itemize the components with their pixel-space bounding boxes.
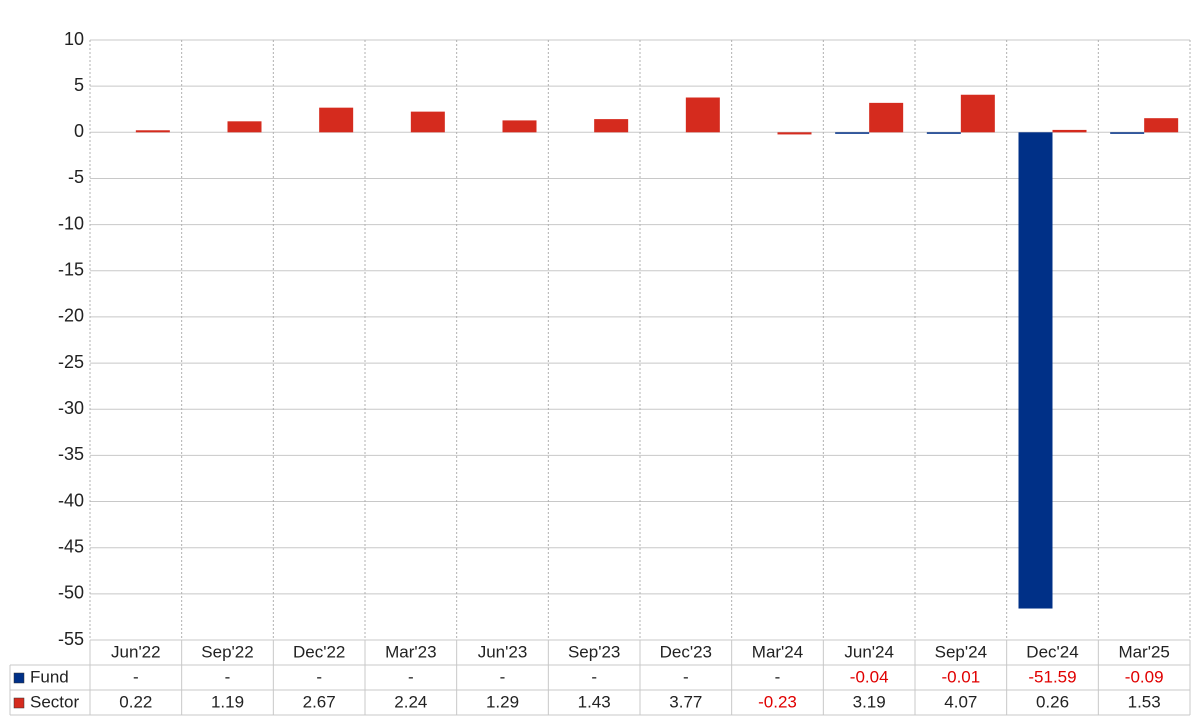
x-tick-label: Jun'23 — [478, 642, 528, 661]
legend-label: Fund — [30, 667, 69, 686]
bar — [869, 102, 904, 133]
x-tick-label: Jun'24 — [844, 642, 894, 661]
x-tick-label: Jun'22 — [111, 642, 161, 661]
legend-swatch — [13, 672, 25, 684]
y-tick-label: -10 — [58, 213, 84, 233]
table-value: -51.59 — [1028, 667, 1076, 686]
table-value: 2.67 — [303, 692, 336, 711]
table-value: - — [408, 667, 414, 686]
bar — [594, 119, 629, 133]
table-value: 1.19 — [211, 692, 244, 711]
bar — [1110, 132, 1145, 134]
x-tick-label: Sep'23 — [568, 642, 620, 661]
y-tick-label: -5 — [68, 167, 84, 187]
legend-label: Sector — [30, 692, 79, 711]
y-tick-label: 10 — [64, 29, 84, 49]
x-tick-label: Dec'22 — [293, 642, 345, 661]
table-value: - — [683, 667, 689, 686]
bar — [227, 121, 262, 133]
y-tick-label: -15 — [58, 260, 84, 280]
bar — [1018, 132, 1053, 609]
table-value: - — [316, 667, 322, 686]
bar — [960, 94, 995, 133]
bar — [1052, 129, 1087, 133]
x-tick-label: Mar'25 — [1118, 642, 1169, 661]
x-tick-label: Mar'24 — [752, 642, 803, 661]
x-tick-label: Dec'23 — [660, 642, 712, 661]
bar — [410, 111, 445, 133]
table-value: 1.43 — [578, 692, 611, 711]
y-tick-label: -55 — [58, 629, 84, 649]
table-value: 3.77 — [669, 692, 702, 711]
y-tick-label: -40 — [58, 490, 84, 510]
bar — [502, 120, 537, 133]
bar — [319, 107, 354, 133]
table-value: - — [225, 667, 231, 686]
table-value: 4.07 — [944, 692, 977, 711]
y-tick-label: -20 — [58, 306, 84, 326]
table-value: -0.04 — [850, 667, 889, 686]
y-tick-label: -50 — [58, 583, 84, 603]
y-tick-label: 0 — [74, 121, 84, 141]
y-tick-label: -30 — [58, 398, 84, 418]
table-value: - — [500, 667, 506, 686]
table-value: 3.19 — [853, 692, 886, 711]
bar — [135, 130, 170, 133]
table-value: - — [591, 667, 597, 686]
x-tick-label: Mar'23 — [385, 642, 436, 661]
table-value: - — [133, 667, 139, 686]
table-value: -0.23 — [758, 692, 797, 711]
y-tick-label: -45 — [58, 536, 84, 556]
bar — [835, 132, 870, 134]
x-tick-label: Sep'22 — [201, 642, 253, 661]
table-value: -0.09 — [1125, 667, 1164, 686]
table-value: 0.26 — [1036, 692, 1069, 711]
y-tick-label: -25 — [58, 352, 84, 372]
bar — [685, 97, 720, 133]
table-value: 2.24 — [394, 692, 427, 711]
bar — [1144, 118, 1179, 133]
bar — [777, 132, 812, 135]
table-value: -0.01 — [941, 667, 980, 686]
legend-swatch — [13, 697, 25, 709]
table-value: 1.53 — [1128, 692, 1161, 711]
x-tick-label: Dec'24 — [1026, 642, 1078, 661]
table-value: 1.29 — [486, 692, 519, 711]
table-value: 0.22 — [119, 692, 152, 711]
x-tick-label: Sep'24 — [935, 642, 987, 661]
table-value: - — [775, 667, 781, 686]
y-tick-label: 5 — [74, 75, 84, 95]
bar — [926, 132, 961, 134]
y-tick-label: -35 — [58, 444, 84, 464]
